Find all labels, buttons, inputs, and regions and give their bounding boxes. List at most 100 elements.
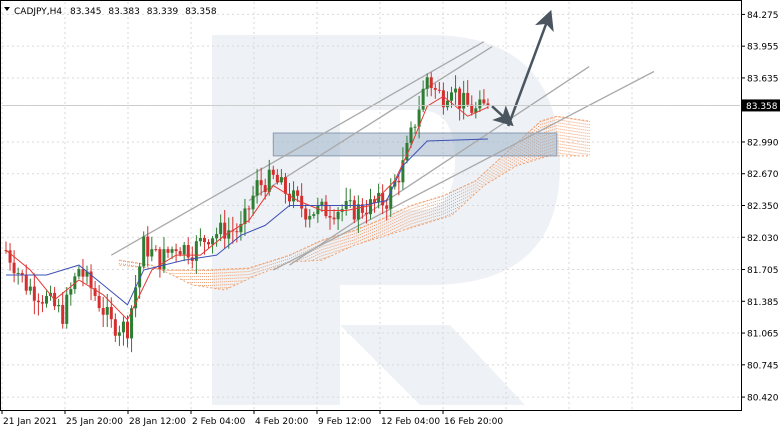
y-tick-label: 82.350 xyxy=(747,202,779,212)
candle-bull xyxy=(117,332,121,336)
candle-bear xyxy=(40,302,44,304)
candle-bull xyxy=(425,77,429,89)
channel-mid-line xyxy=(289,65,590,266)
candle-bear xyxy=(202,237,206,243)
candle-bull xyxy=(348,200,352,202)
candle-bear xyxy=(158,249,162,270)
candle-bear xyxy=(332,217,336,220)
ichimoku-lines xyxy=(5,95,489,321)
candle-bull xyxy=(450,92,453,101)
y-tick-label: 80.420 xyxy=(747,394,779,404)
header-symbol: CADJPY,H4 xyxy=(14,7,62,17)
x-tick-label: 21 Jan 2021 xyxy=(3,417,57,427)
y-axis: 84.275 83.955 83.635 83.358 82.990 82.670 82.3… xyxy=(2,11,780,404)
candle-bull xyxy=(336,211,340,220)
candle-bull xyxy=(255,180,259,196)
candle-bear xyxy=(178,251,182,255)
candle-bull xyxy=(215,234,219,239)
candle-bear xyxy=(113,319,117,336)
x-tick-label: 25 Jan 20:00 xyxy=(66,417,123,427)
candle-bull xyxy=(369,199,372,215)
candle-bull xyxy=(413,126,417,128)
candle-bear xyxy=(271,169,275,175)
candle-bull xyxy=(389,186,393,209)
candle-bear xyxy=(146,236,150,257)
candle-bear xyxy=(482,99,486,104)
y-tick-label: 81.065 xyxy=(747,330,779,340)
y-tick-label: 81.385 xyxy=(747,298,779,308)
candle-bear xyxy=(397,180,401,183)
candle-bull xyxy=(138,266,142,288)
candle-bull xyxy=(421,88,425,110)
x-tick-label: 2 Feb 04:00 xyxy=(192,417,246,427)
candle-bull xyxy=(150,249,154,257)
candle-bull xyxy=(251,195,255,210)
candle-bull xyxy=(105,306,109,315)
candle-bear xyxy=(304,208,308,220)
candle-bear xyxy=(93,288,97,296)
header-close: 83.358 xyxy=(185,7,217,17)
candle-bear xyxy=(174,249,178,252)
candle-bear xyxy=(433,88,437,90)
candle-bear xyxy=(352,200,356,220)
candle-bear xyxy=(441,90,445,108)
watermark-logo xyxy=(212,35,560,405)
x-tick-label: 16 Feb 20:00 xyxy=(444,417,503,427)
forecast-arrow-2 xyxy=(507,9,554,127)
candle-bear xyxy=(283,177,287,194)
header-low: 83.339 xyxy=(147,7,179,17)
candle-bull xyxy=(239,224,243,233)
senkou-span-b xyxy=(119,155,590,291)
candle-bear xyxy=(126,321,129,339)
candle-bull xyxy=(316,205,320,215)
candle-bull xyxy=(279,177,283,183)
candle-bull xyxy=(478,99,482,109)
candle-bear xyxy=(61,305,65,324)
candle-bull xyxy=(409,127,413,143)
forecast-arrow-1 xyxy=(491,105,514,127)
channel-upper2-line xyxy=(248,46,493,202)
candle-bull xyxy=(267,169,271,192)
y-tick-label: 82.030 xyxy=(747,234,779,244)
candle-bull xyxy=(121,321,125,333)
candle-bull xyxy=(16,272,20,274)
channel-lower-line xyxy=(272,70,655,271)
current-price-tag xyxy=(742,99,780,112)
y-tick-label: 81.705 xyxy=(747,266,779,276)
y-tick-label: 83.635 xyxy=(747,74,779,84)
candle-bear xyxy=(8,250,12,263)
candle-bull xyxy=(85,271,89,277)
candle-bear xyxy=(166,249,170,253)
candle-bear xyxy=(486,103,490,106)
candle-bear xyxy=(101,308,105,315)
header-open: 83.345 xyxy=(70,7,102,17)
dropdown-triangle-icon[interactable] xyxy=(4,7,10,11)
candle-bear xyxy=(381,192,385,206)
candle-bull xyxy=(170,249,174,253)
candle-bear xyxy=(247,208,251,210)
candle-bear xyxy=(288,193,291,202)
candle-bull xyxy=(320,201,324,206)
x-tick-label: 4 Feb 20:00 xyxy=(255,417,309,427)
candle-bear xyxy=(328,216,332,218)
y-tick-label: 83.955 xyxy=(747,43,779,53)
candle-bull xyxy=(45,296,48,304)
trend-channels xyxy=(110,41,655,271)
candle-bull xyxy=(194,241,198,261)
candle-bear xyxy=(109,306,113,320)
candle-bear xyxy=(466,92,470,105)
candle-bear xyxy=(12,262,16,274)
candle-bull xyxy=(134,287,138,309)
chart-header: CADJPY,H4 83.345 83.383 83.339 83.358 xyxy=(4,7,217,17)
candle-bear xyxy=(36,300,40,303)
candle-bear xyxy=(235,231,239,233)
candle-bull xyxy=(356,204,360,220)
candle-bear xyxy=(89,271,93,289)
candle-bear xyxy=(97,295,101,309)
channel-upper-line xyxy=(110,41,485,256)
candle-bull xyxy=(182,244,186,255)
candle-bull xyxy=(211,238,215,245)
candle-bear xyxy=(154,249,158,251)
x-axis: 21 Jan 2021 25 Jan 20:00 28 Jan 12:00 2 Feb… xyxy=(1,410,503,427)
candle-bear xyxy=(458,88,462,109)
